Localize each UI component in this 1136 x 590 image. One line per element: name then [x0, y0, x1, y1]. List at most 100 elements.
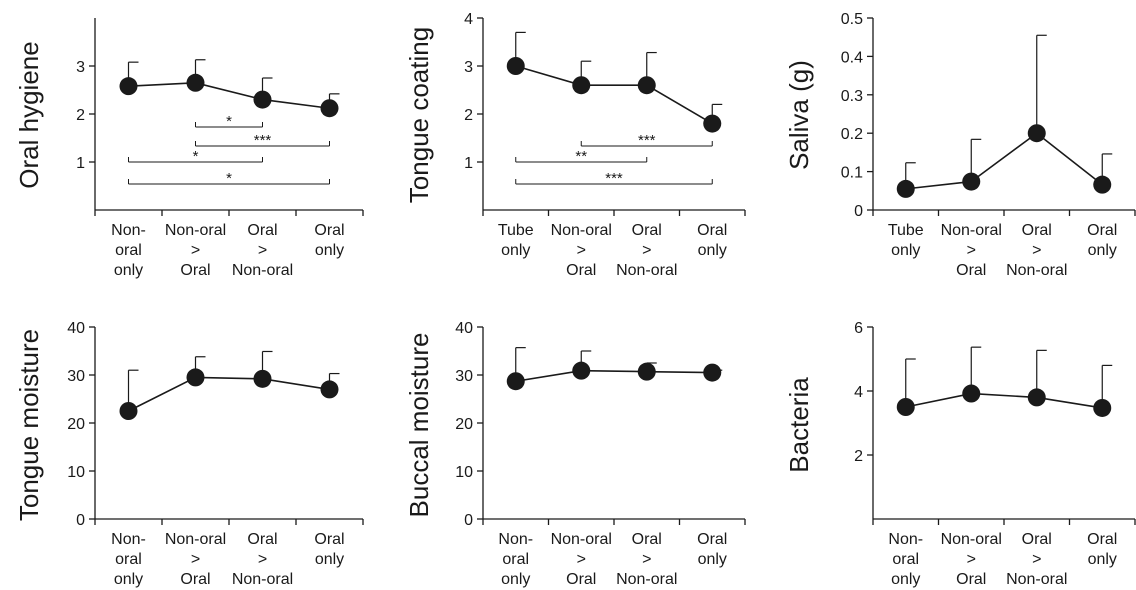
y-tick-label: 10	[67, 464, 85, 481]
category-label-line: only	[501, 571, 530, 588]
category-label-line: >	[967, 242, 976, 259]
category-label-line: >	[258, 242, 267, 259]
category-label: Non-oral only	[888, 531, 923, 588]
data-point	[896, 398, 915, 416]
category-label: Oral > Non-oral	[232, 222, 293, 279]
category-label-line: only	[501, 242, 530, 259]
data-point	[253, 90, 272, 109]
category-label-line: Oral	[566, 571, 596, 588]
category-label: Oral only	[314, 531, 344, 568]
significance-label: ***	[254, 132, 272, 149]
category-label-line: Non-oral	[551, 222, 612, 239]
category-label: Oral > Non-oral	[1006, 222, 1067, 279]
category-label-line: Oral	[1087, 222, 1117, 239]
category-label: Non-oral > Oral	[551, 222, 612, 279]
data-point	[253, 369, 272, 388]
data-point	[1093, 175, 1112, 194]
category-label-line: only	[891, 571, 920, 588]
category-label: Tube only	[888, 222, 924, 259]
category-label: Oral only	[1087, 222, 1117, 259]
category-label-line: Oral	[1087, 531, 1117, 548]
y-tick-label: 10	[455, 464, 473, 481]
significance-label: ***	[638, 132, 656, 149]
category-label-line: >	[191, 551, 200, 568]
y-tick-label: 0	[854, 203, 863, 220]
data-point	[896, 179, 915, 198]
category-label-line: >	[642, 242, 651, 259]
category-label: Oral > Non-oral	[616, 222, 677, 279]
data-point	[637, 76, 656, 95]
y-axis-title: Bacteria	[784, 377, 814, 473]
series-line	[905, 392, 1103, 409]
category-label-line: oral	[115, 551, 142, 568]
y-tick-label: 6	[854, 320, 863, 337]
data-point	[637, 362, 656, 381]
category-label-line: Non-oral	[232, 571, 293, 588]
data-point	[506, 57, 525, 75]
y-tick-label: 1	[464, 155, 473, 172]
category-label-line: Non-oral	[616, 262, 677, 279]
category-label-line: >	[258, 551, 267, 568]
data-point	[119, 402, 138, 420]
category-label-line: Tube	[498, 222, 534, 239]
category-label-line: Non-oral	[616, 571, 677, 588]
category-label-line: Oral	[1022, 222, 1052, 239]
y-tick-label: 0.1	[841, 165, 863, 182]
category-label: Oral only	[697, 531, 727, 568]
significance-label: *	[226, 170, 232, 187]
significance-label: **	[575, 148, 587, 165]
category-label-line: Non-	[111, 531, 146, 548]
category-label-line: >	[1032, 242, 1041, 259]
y-axis-title: Tongue coating	[404, 27, 434, 203]
data-point	[186, 73, 205, 92]
category-label: Oral only	[314, 222, 344, 259]
category-label-line: >	[577, 242, 586, 259]
y-tick-label: 1	[76, 155, 85, 172]
category-label-line: Oral	[956, 571, 986, 588]
y-tick-label: 2	[464, 107, 473, 124]
category-label-line: >	[1032, 551, 1041, 568]
category-label: Oral > Non-oral	[616, 531, 677, 588]
category-label: Non-oral only	[111, 531, 146, 588]
category-label-line: Oral	[247, 531, 277, 548]
series-line	[128, 376, 330, 412]
category-label-line: oral	[892, 551, 919, 568]
y-tick-label: 0.3	[841, 88, 863, 105]
data-point	[572, 76, 591, 95]
category-label-line: Non-oral	[232, 262, 293, 279]
series-line	[128, 81, 330, 110]
category-label: Oral only	[697, 222, 727, 259]
category-label-line: Non-oral	[1006, 571, 1067, 588]
category-label: Non-oral > Oral	[941, 531, 1002, 588]
category-label-line: Oral	[697, 531, 727, 548]
category-label-line: Oral	[632, 222, 662, 239]
category-label: Non-oral > Oral	[551, 531, 612, 588]
category-label-line: only	[1088, 242, 1117, 259]
category-label: Non-oral only	[111, 222, 146, 279]
data-point	[572, 361, 591, 380]
y-tick-label: 2	[76, 107, 85, 124]
y-tick-label: 40	[67, 320, 85, 337]
y-axis-title: Oral hygiene	[14, 41, 44, 188]
y-tick-label: 40	[455, 320, 473, 337]
category-label-line: Oral	[697, 222, 727, 239]
category-label-line: >	[191, 242, 200, 259]
category-label-line: only	[698, 551, 727, 568]
y-tick-label: 4	[464, 11, 473, 28]
category-label-line: Non-oral	[165, 222, 226, 239]
category-label-line: Non-oral	[941, 531, 1002, 548]
category-label-line: Oral	[1022, 531, 1052, 548]
category-label-line: Non-oral	[941, 222, 1002, 239]
y-tick-label: 0.4	[841, 49, 863, 66]
category-label-line: Non-	[498, 531, 533, 548]
y-tick-label: 20	[67, 416, 85, 433]
data-point	[1027, 124, 1046, 143]
y-tick-label: 0.2	[841, 126, 863, 143]
data-point	[320, 380, 339, 399]
y-axis-title: Saliva (g)	[784, 60, 814, 170]
category-label: Non-oral > Oral	[941, 222, 1002, 279]
